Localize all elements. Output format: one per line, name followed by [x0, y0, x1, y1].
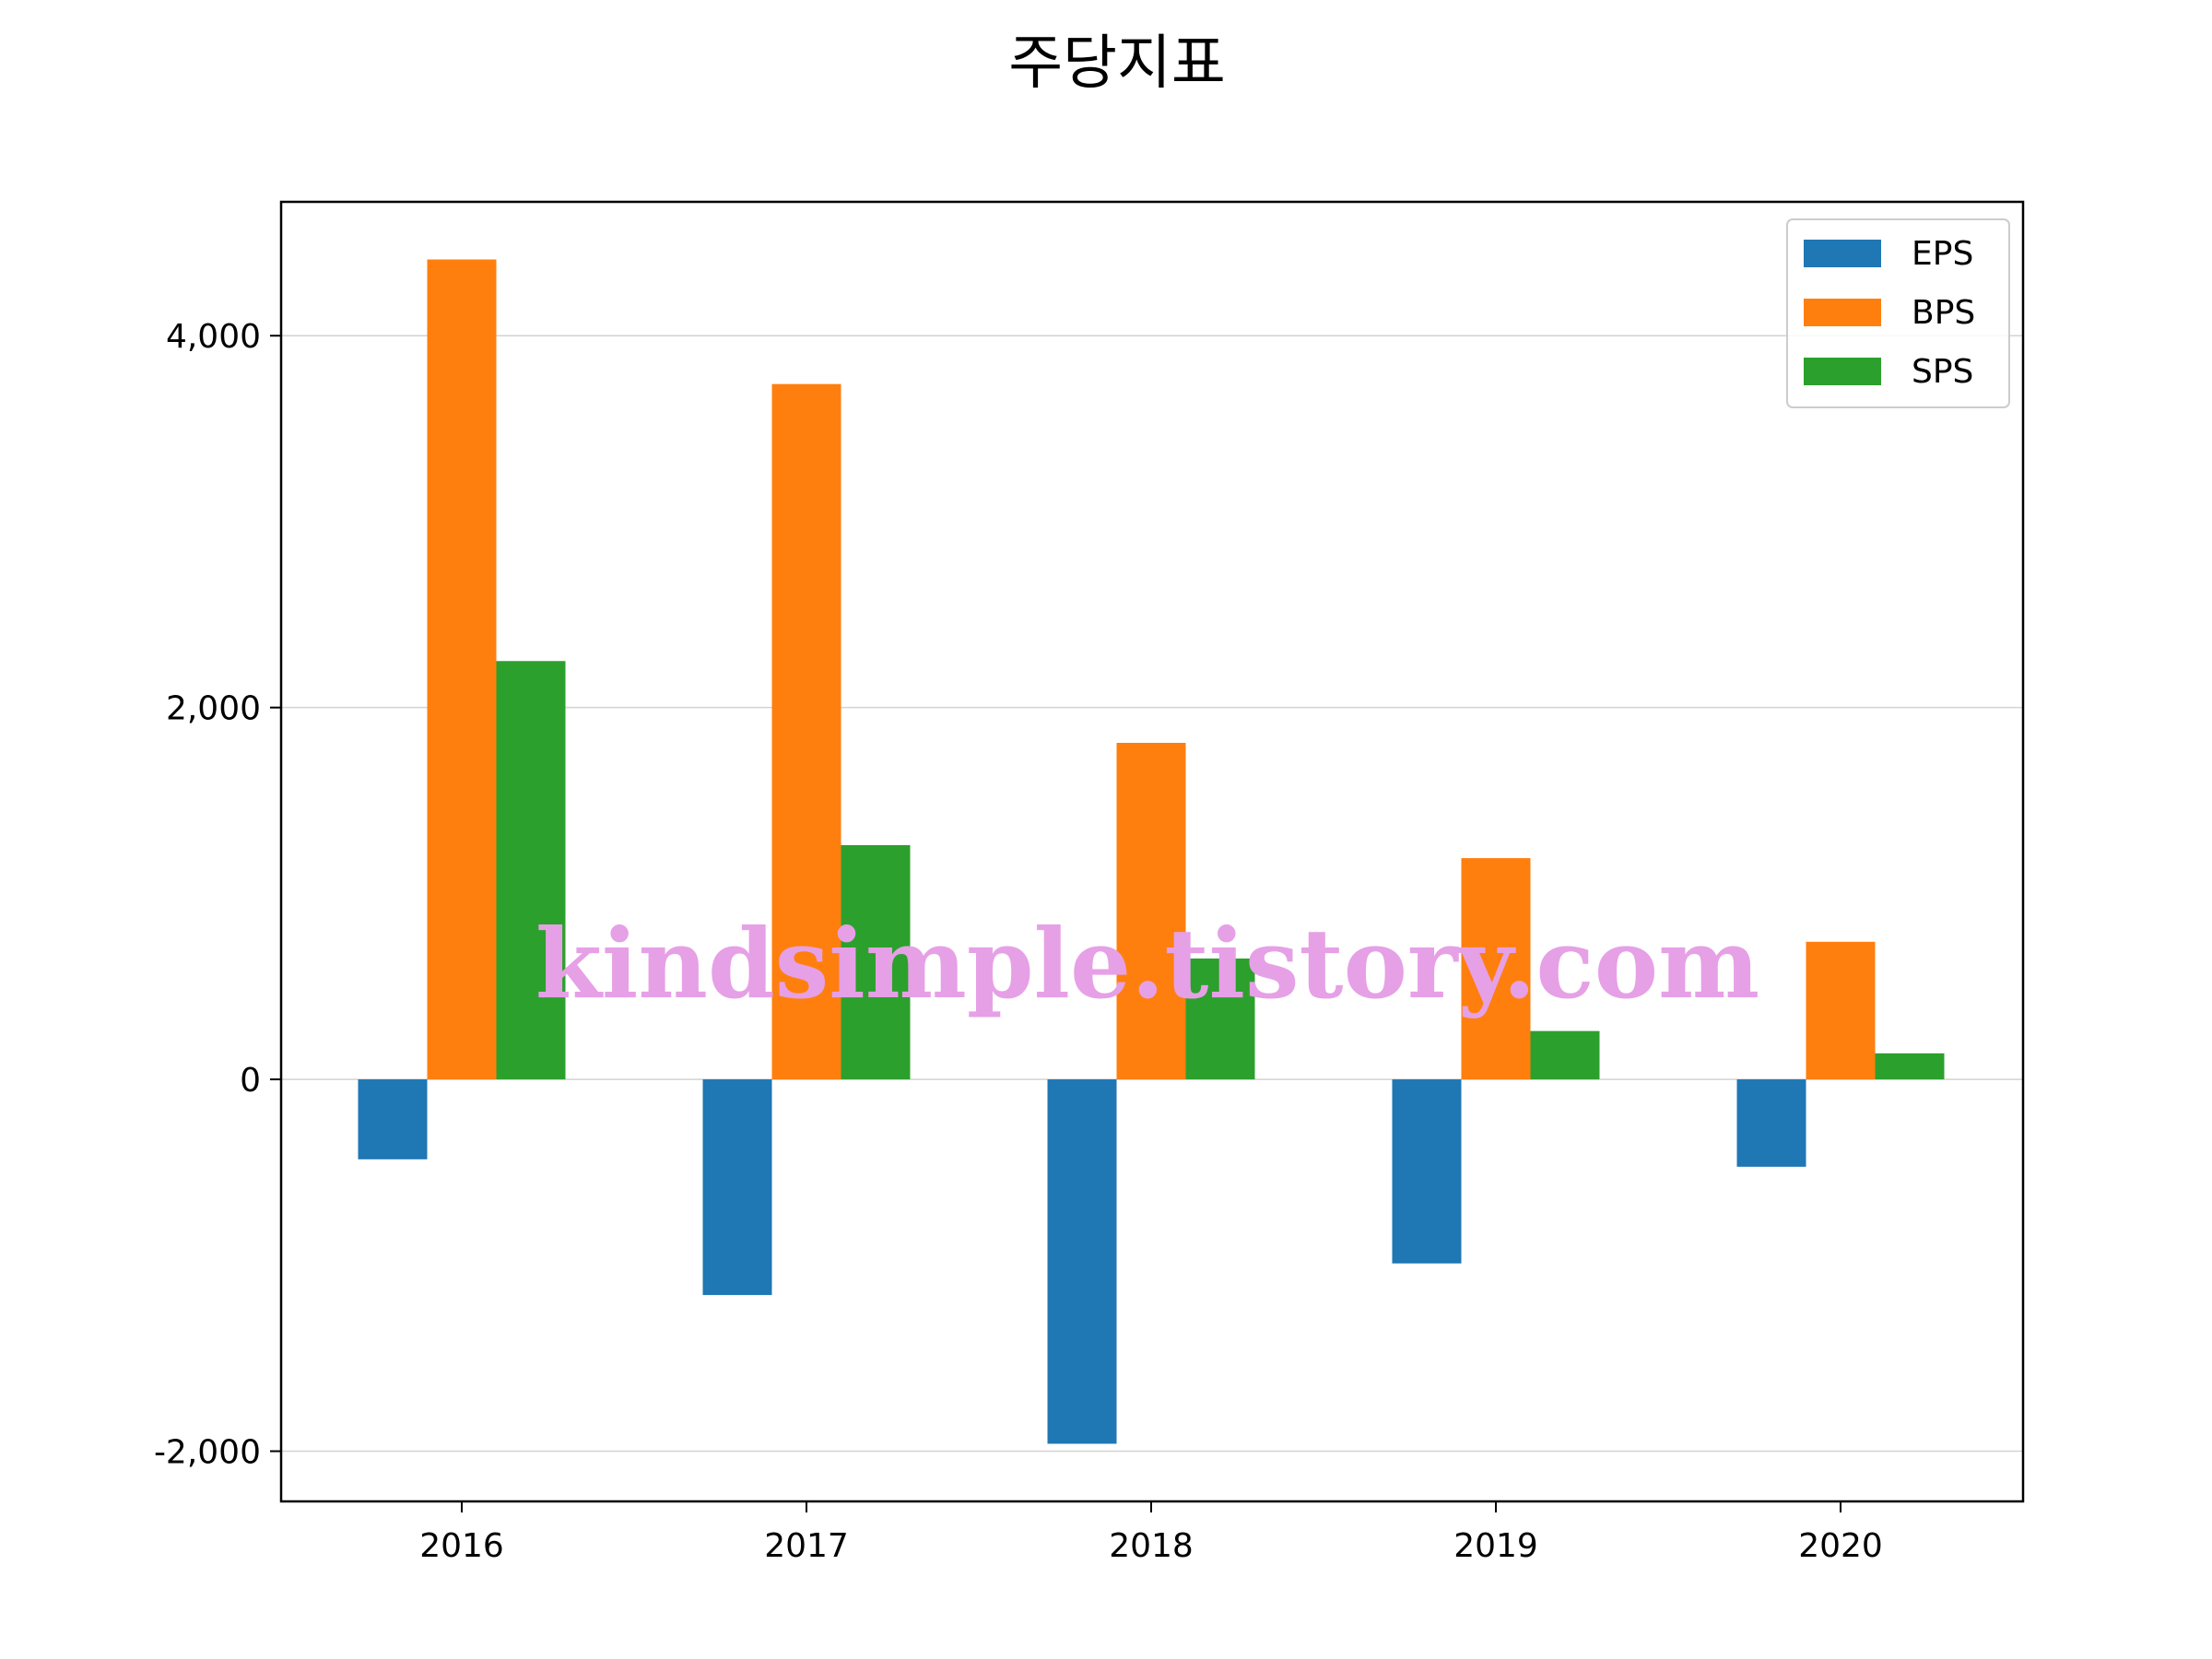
legend-label-sps: SPS	[1912, 353, 1973, 391]
watermark: kindsimple.tistory.com	[535, 907, 1759, 1020]
plot-frame	[279, 200, 2025, 1503]
legend-swatch-eps	[1804, 240, 1881, 267]
bar-bps-2019	[1461, 858, 1531, 1080]
y-tick-label: -2,000	[154, 1434, 261, 1472]
bar-bps-2020	[1806, 941, 1876, 1080]
bar-eps-2017	[702, 1079, 772, 1296]
bar-eps-2019	[1392, 1079, 1462, 1264]
bar-bps-2016	[427, 259, 497, 1080]
bar-eps-2018	[1047, 1079, 1117, 1444]
bar-sps-2016	[496, 661, 566, 1080]
legend-swatch-sps	[1804, 358, 1881, 385]
y-axis: -2,000 0 2,000 4,000	[154, 318, 281, 1472]
legend-label-bps: BPS	[1912, 294, 1975, 332]
bar-bps-2017	[771, 383, 841, 1080]
legend: EPS BPS SPS	[1786, 218, 2010, 408]
x-tick-label: 2020	[1798, 1527, 1883, 1565]
legend-swatch-bps	[1804, 299, 1881, 326]
x-axis: 2016 2017 2018 2019 2020	[419, 1501, 1883, 1565]
bar-bps-2018	[1116, 742, 1186, 1080]
y-tick-label: 2,000	[166, 690, 261, 728]
y-tick-label: 0	[240, 1062, 261, 1100]
x-tick-label: 2016	[419, 1527, 504, 1565]
x-tick-label: 2018	[1109, 1527, 1194, 1565]
legend-label-eps: EPS	[1912, 235, 1973, 273]
bar-eps-2020	[1736, 1079, 1806, 1167]
x-tick-label: 2019	[1453, 1527, 1538, 1565]
x-tick-label: 2017	[764, 1527, 849, 1565]
bar-eps-2016	[358, 1079, 428, 1159]
bar-sps-2020	[1875, 1053, 1945, 1080]
bar-sps-2019	[1530, 1030, 1600, 1080]
bar-sps-2017	[841, 844, 911, 1080]
bars	[358, 259, 1945, 1444]
chart-title: 주당지표	[1008, 29, 1226, 98]
y-tick-label: 4,000	[166, 318, 261, 356]
bar-sps-2018	[1185, 958, 1255, 1080]
